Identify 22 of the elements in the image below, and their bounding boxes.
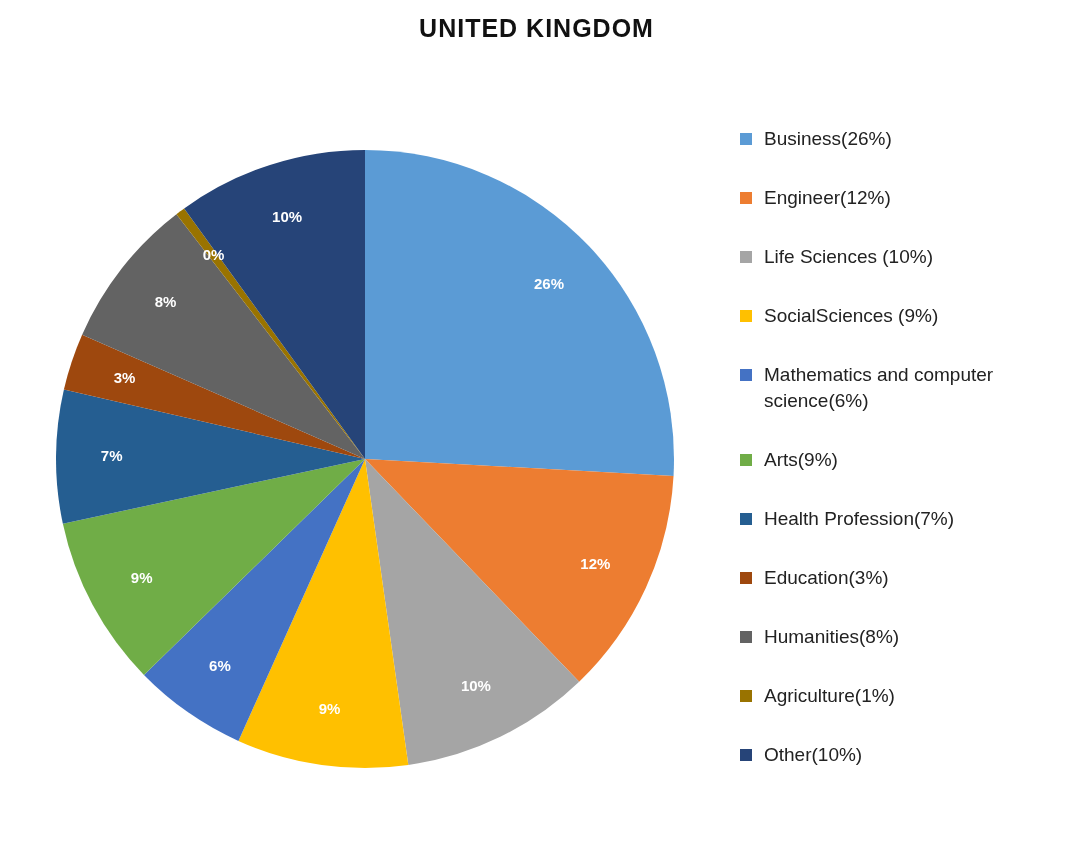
data-label: 8%: [154, 292, 177, 310]
legend-label: Other(10%): [764, 743, 863, 767]
legend-label: Arts(9%): [764, 448, 838, 472]
legend-label: Mathematics and computer science(6%): [764, 363, 995, 413]
data-label: 9%: [318, 700, 341, 718]
data-label: 10%: [272, 208, 303, 226]
data-label: 7%: [100, 447, 123, 465]
data-label: 6%: [209, 656, 231, 674]
chart-title: UNITED KINGDOM: [418, 14, 655, 43]
data-label: 10%: [460, 676, 491, 694]
legend-label: Engineer(12%): [764, 186, 891, 210]
data-label: 26%: [533, 274, 565, 292]
data-label: 12%: [580, 554, 611, 572]
legend-label: Life Sciences (10%): [764, 245, 933, 269]
legend-label: Health Profession(7%): [764, 507, 955, 531]
legend-label: Business(26%): [764, 127, 892, 151]
data-label: 9%: [130, 568, 153, 586]
legend-label: Education(3%): [764, 566, 889, 590]
legend-label: SocialSciences (9%): [764, 304, 939, 328]
legend-label: Agriculture(1%): [764, 684, 895, 708]
data-label: 3%: [113, 369, 136, 387]
legend-label: Humanities(8%): [764, 625, 900, 649]
